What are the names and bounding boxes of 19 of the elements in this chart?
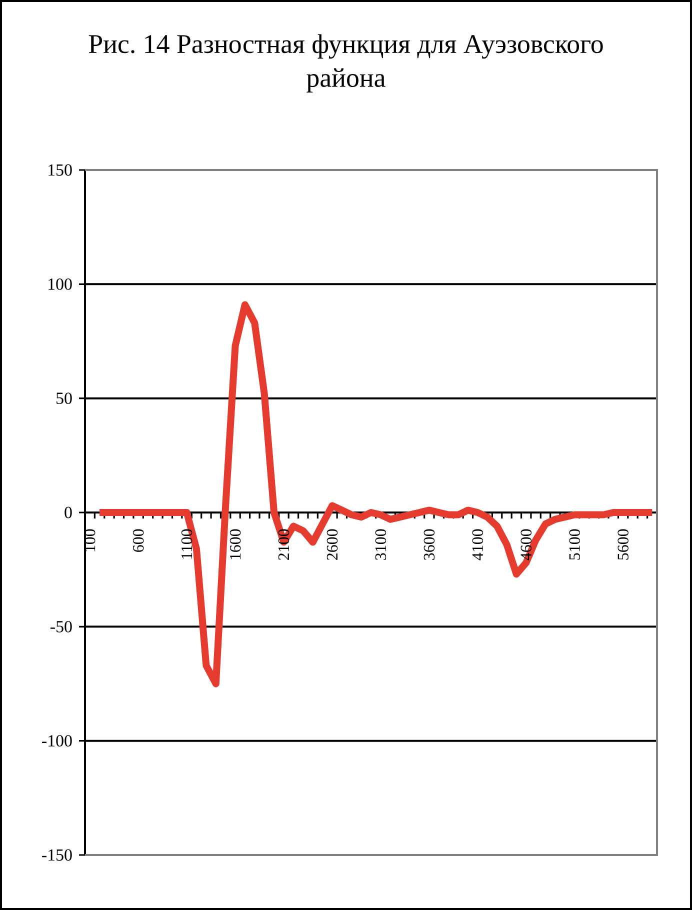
x-tick-label: 4100 (472, 529, 484, 560)
x-tick-label: 1100 (181, 529, 192, 559)
y-tick-label: 150 (48, 164, 72, 176)
x-tick-label: 600 (132, 529, 144, 552)
x-tick-label: 5100 (569, 529, 580, 560)
y-tick-label: 0 (64, 506, 72, 518)
x-tick-label: 2600 (326, 529, 338, 560)
y-tick-label: 100 (48, 278, 72, 290)
x-tick-label: 2100 (278, 529, 290, 560)
x-tick-label: 1600 (230, 529, 241, 560)
y-tick-label: 50 (56, 392, 72, 404)
x-tick-label: 5600 (618, 529, 628, 560)
x-tick-label: 3600 (424, 529, 435, 560)
y-tick-label: -50 (50, 620, 72, 632)
y-tick-label: -100 (42, 735, 72, 747)
x-tick-label: 4600 (520, 529, 532, 560)
y-tick-label: -150 (42, 849, 72, 861)
x-tick-label: 3100 (375, 529, 386, 560)
chart-title: Рис. 14 Разностная функция для Ауэзовского района (88, 34, 603, 92)
